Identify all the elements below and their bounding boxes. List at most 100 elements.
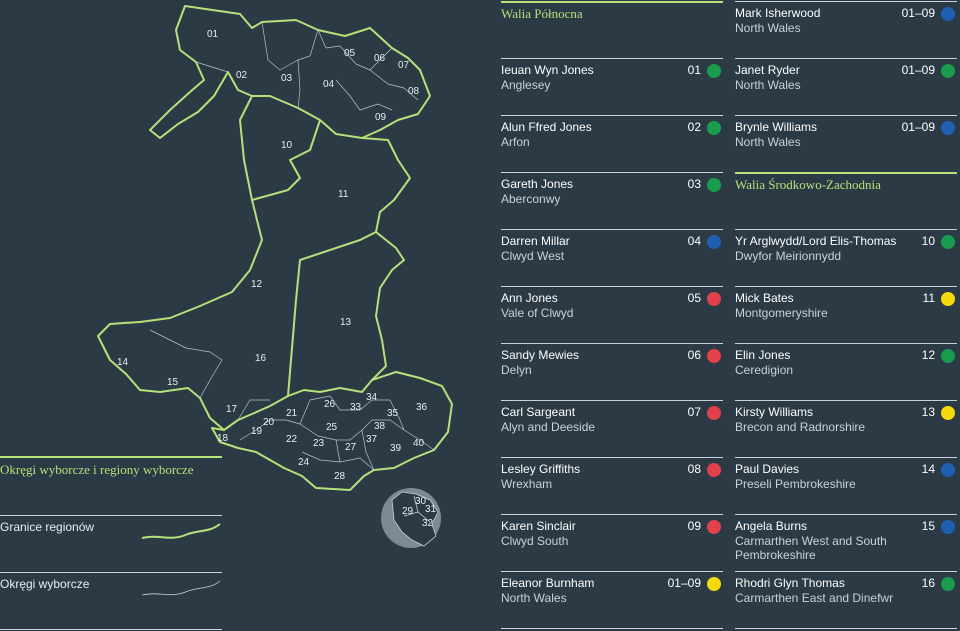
- region-section-header: Walia Środkowo-Zachodnia: [735, 172, 957, 231]
- constituency-number: 07: [687, 405, 701, 419]
- member-name: Mark Isherwood: [735, 6, 821, 20]
- member-entry: Eleanor Burnham North Wales 01–09: [501, 571, 723, 629]
- party-color-dot: [707, 406, 721, 420]
- party-color-dot: [707, 292, 721, 306]
- map-label: 25: [326, 422, 338, 433]
- constituency-number: 14: [921, 462, 935, 476]
- constituency-name: North Wales: [501, 591, 567, 605]
- constituency-number: 16: [921, 576, 935, 590]
- party-color-dot: [707, 121, 721, 135]
- party-color-dot: [707, 463, 721, 477]
- legend-region-line: [141, 523, 221, 539]
- map-label: 14: [117, 357, 129, 368]
- map-label: 08: [408, 86, 420, 97]
- constituency-number: 05: [687, 291, 701, 305]
- constituency-number: 06: [687, 348, 701, 362]
- member-name: Gareth Jones: [501, 177, 574, 191]
- party-color-dot: [941, 292, 955, 306]
- member-entry: Ieuan Wyn Jones Anglesey 01: [501, 58, 723, 116]
- member-entry: Kirsty Williams Brecon and Radnorshire 13: [735, 400, 957, 458]
- legend-label: Okręgi wyborcze: [0, 577, 90, 591]
- constituency-name: Aberconwy: [501, 192, 561, 206]
- member-name: Karen Sinclair: [501, 519, 576, 533]
- party-color-dot: [941, 577, 955, 591]
- wales-map: 01 02 03 04 05 06 07 08 09 10 11 12 13 1…: [97, 5, 453, 548]
- column-end-rule: [735, 628, 957, 629]
- member-name: Brynle Williams: [735, 120, 818, 134]
- constituency-name: Brecon and Radnorshire: [735, 420, 866, 434]
- region-border-inner-1: [251, 119, 321, 201]
- member-name: Kirsty Williams: [735, 405, 813, 419]
- party-color-dot: [941, 349, 955, 363]
- member-entry: Ann Jones Vale of Clwyd 05: [501, 286, 723, 344]
- constituency-number: 13: [921, 405, 935, 419]
- map-label: 17: [226, 404, 238, 415]
- member-entry: Karen Sinclair Clwyd South 09: [501, 514, 723, 572]
- member-entry: Rhodri Glyn Thomas Carmarthen East and Di…: [735, 571, 957, 629]
- member-name: Janet Ryder: [735, 63, 800, 77]
- member-entry: Mick Bates Montgomeryshire 11: [735, 286, 957, 344]
- member-entry: Carl Sargeant Alyn and Deeside 07: [501, 400, 723, 458]
- constituency-name: Preseli Pembrokeshire: [735, 477, 856, 491]
- inset-label: 31: [425, 504, 437, 515]
- map-label: 26: [324, 399, 336, 410]
- map-label: 22: [286, 434, 298, 445]
- legend-title: Okręgi wyborcze i regiony wyborcze: [0, 456, 222, 478]
- map-label: 01: [207, 29, 219, 40]
- party-color-dot: [707, 520, 721, 534]
- constituency-name: Ceredigion: [735, 363, 794, 377]
- member-entry: Elin Jones Ceredigion 12: [735, 343, 957, 401]
- map-label: 24: [298, 457, 310, 468]
- legend-constituency-line: [141, 580, 221, 596]
- constituency-number: 11: [922, 291, 935, 305]
- constituency-number: 01–09: [667, 576, 701, 590]
- map-label: 21: [286, 408, 298, 419]
- party-color-dot: [941, 520, 955, 534]
- region-border-south: [211, 371, 453, 491]
- map-label: 33: [350, 402, 362, 413]
- map-label: 15: [167, 377, 179, 388]
- constituency-number: 01: [687, 63, 701, 77]
- region-section-header: Walia Północna: [501, 1, 723, 60]
- inset-label: 32: [422, 518, 434, 529]
- constituency-number: 01–09: [901, 63, 935, 77]
- party-color-dot: [707, 64, 721, 78]
- legend-constituencies: Okręgi wyborcze: [0, 572, 222, 596]
- constituency-name: Carmarthen West and South Pembrokeshire: [735, 534, 887, 562]
- constituency-name: Alyn and Deeside: [501, 420, 596, 434]
- member-name: Paul Davies: [735, 462, 800, 476]
- constituency-number: 12: [921, 348, 935, 362]
- map-label: 40: [413, 438, 425, 449]
- map-label: 35: [387, 408, 399, 419]
- map-label: 12: [251, 279, 263, 290]
- map-label: 27: [345, 442, 357, 453]
- map-label: 16: [255, 353, 267, 364]
- constituency-number: 01–09: [901, 6, 935, 20]
- constituency-name: Carmarthen East and Dinefwr: [735, 591, 894, 605]
- constituency-number: 15: [921, 519, 935, 533]
- member-entry: Gareth Jones Aberconwy 03: [501, 172, 723, 230]
- map-label: 23: [313, 438, 325, 449]
- constituency-name: North Wales: [735, 21, 801, 35]
- constituency-number: 01–09: [901, 120, 935, 134]
- member-name: Lesley Griffiths: [501, 462, 581, 476]
- legend-end-rule: [0, 629, 222, 630]
- cardiff-inset: 29 30 31 32: [381, 488, 441, 548]
- party-color-dot: [707, 235, 721, 249]
- member-name: Alun Ffred Jones: [501, 120, 592, 134]
- map-label: 37: [366, 434, 378, 445]
- member-entry: Mark Isherwood North Wales 01–09: [735, 1, 957, 59]
- map-label: 36: [416, 402, 428, 413]
- region-title: Walia Środkowo-Zachodnia: [735, 177, 881, 192]
- map-label: 06: [374, 53, 386, 64]
- map-label: 10: [281, 140, 293, 151]
- map-label: 18: [217, 433, 229, 444]
- party-color-dot: [941, 64, 955, 78]
- member-name: Carl Sargeant: [501, 405, 576, 419]
- constituency-name: North Wales: [735, 135, 801, 149]
- constituency-name: Vale of Clwyd: [501, 306, 574, 320]
- constituency-name: Arfon: [501, 135, 530, 149]
- member-name: Sandy Mewies: [501, 348, 580, 362]
- legend-label: Granice regionów: [0, 520, 95, 534]
- member-name: Angela Burns: [735, 519, 808, 533]
